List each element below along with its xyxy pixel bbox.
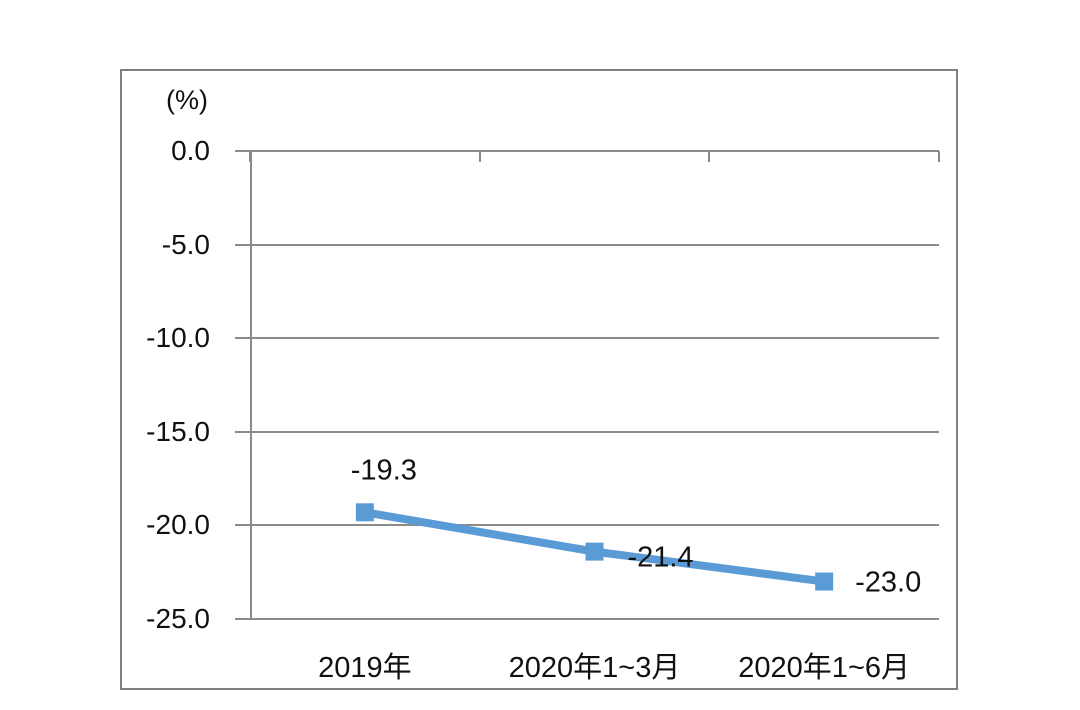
x-axis-tick: [249, 151, 251, 162]
y-axis-tick-label: -20.0: [146, 509, 210, 541]
data-point-marker: [815, 572, 834, 591]
x-axis-category-label: 2020年1~3月: [508, 652, 681, 684]
line-series-layer: [355, 503, 834, 591]
x-axis-tick: [938, 151, 940, 162]
data-point-marker: [355, 503, 374, 522]
y-axis-tick-label: -25.0: [146, 603, 210, 634]
y-axis-unit-label: (%): [166, 85, 208, 115]
gridline: [235, 430, 939, 433]
gridline: [235, 524, 939, 527]
data-point-label: -19.3: [350, 454, 417, 487]
y-axis-tick-label: -5.0: [161, 228, 210, 260]
data-point-label: -21.4: [627, 541, 694, 574]
gridline: [235, 150, 939, 152]
x-axis-category-label: 2020年1~6月: [738, 652, 911, 684]
y-axis-tick-label: -10.0: [146, 322, 210, 354]
data-point-marker: [585, 542, 604, 561]
gridline: [235, 337, 939, 340]
x-axis-tick: [708, 151, 711, 162]
y-axis-tick-label: 0.0: [171, 135, 210, 166]
chart-frame: (%) 0.0 -5.0 -10.0 -15.0 -20.0 -25.0 -19.3 -21…: [120, 69, 958, 690]
gridline: [235, 243, 939, 246]
gridline: [235, 618, 939, 620]
x-axis-category-label: 2019年: [318, 652, 412, 684]
y-axis-tick-label: -15.0: [146, 415, 210, 447]
x-axis-tick: [478, 151, 481, 162]
data-point-label: -23.0: [855, 566, 922, 599]
y-axis-line: [250, 151, 252, 620]
